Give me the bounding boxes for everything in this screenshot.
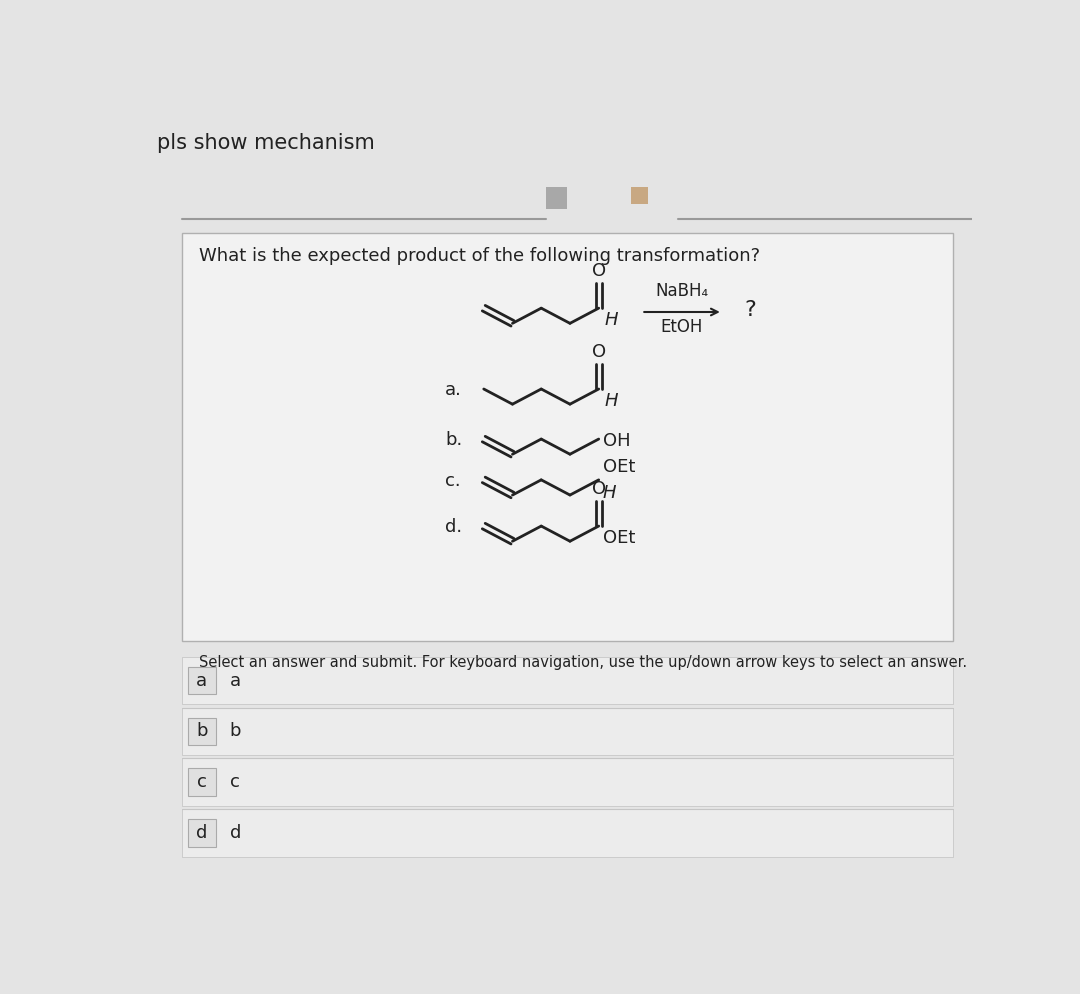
- Bar: [181, 809, 953, 857]
- Text: d: d: [195, 824, 207, 842]
- Text: OH: OH: [603, 431, 631, 449]
- Text: d.: d.: [445, 518, 462, 536]
- Text: EtOH: EtOH: [661, 318, 703, 336]
- Text: c: c: [230, 773, 240, 791]
- Text: b.: b.: [445, 431, 462, 449]
- Text: b: b: [230, 723, 241, 741]
- Bar: [181, 657, 953, 705]
- Text: What is the expected product of the following transformation?: What is the expected product of the foll…: [199, 248, 759, 265]
- Text: a: a: [197, 672, 207, 690]
- Bar: [181, 234, 953, 641]
- Text: d: d: [230, 824, 241, 842]
- Text: pls show mechanism: pls show mechanism: [157, 133, 375, 153]
- Bar: [188, 768, 216, 796]
- Bar: [181, 708, 953, 755]
- Text: O: O: [592, 343, 606, 361]
- Text: NaBH₄: NaBH₄: [656, 281, 708, 299]
- Bar: [188, 667, 216, 695]
- Text: O: O: [592, 479, 606, 498]
- Bar: [135, 119, 972, 220]
- Text: ?: ?: [744, 299, 756, 320]
- Text: a.: a.: [445, 381, 462, 399]
- Bar: [181, 758, 953, 806]
- Bar: [545, 187, 567, 209]
- Text: OEt: OEt: [603, 458, 635, 476]
- Text: a: a: [230, 672, 241, 690]
- Text: H: H: [603, 484, 616, 502]
- Text: H: H: [604, 311, 618, 329]
- Bar: [631, 187, 648, 204]
- Text: c.: c.: [445, 472, 461, 490]
- Bar: [188, 819, 216, 847]
- Text: O: O: [592, 261, 606, 279]
- Text: OEt: OEt: [603, 529, 635, 547]
- Bar: [188, 718, 216, 746]
- Text: Select an answer and submit. For keyboard navigation, use the up/down arrow keys: Select an answer and submit. For keyboar…: [199, 655, 967, 670]
- Text: b: b: [195, 723, 207, 741]
- Text: c: c: [197, 773, 206, 791]
- Text: H: H: [604, 392, 618, 411]
